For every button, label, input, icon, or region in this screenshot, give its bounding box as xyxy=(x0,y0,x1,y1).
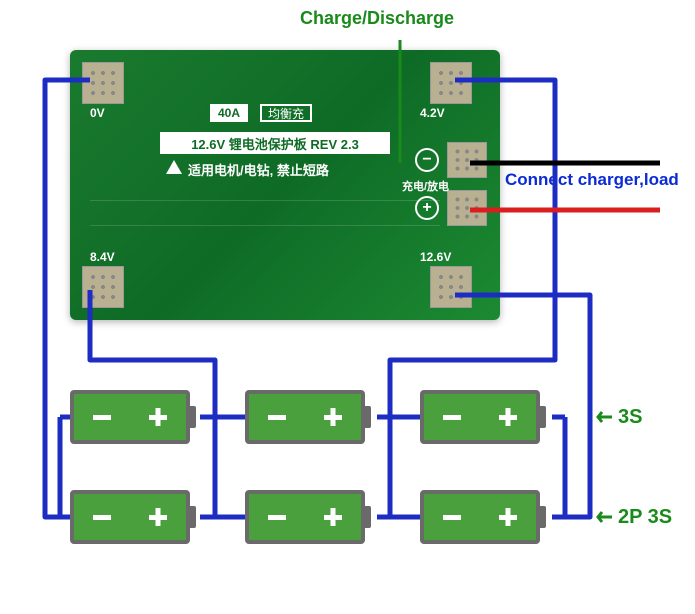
pcb-trace xyxy=(90,200,440,201)
label-3s: 3S xyxy=(618,406,642,429)
pcb-trace xyxy=(90,225,440,226)
battery-cell xyxy=(420,490,540,544)
pad-p-minus xyxy=(447,142,487,178)
label-charge-discharge: Charge/Discharge xyxy=(300,8,454,29)
battery-cell xyxy=(245,390,365,444)
battery-cell xyxy=(245,490,365,544)
warning-icon xyxy=(166,160,182,174)
pad-12-6v xyxy=(430,266,472,308)
pcb-label-4-2v: 4.2V xyxy=(420,106,445,120)
wiring-diagram: Charge/Discharge 0V 4.2V 8.4V 12.6V 40A … xyxy=(0,0,695,614)
pcb-cd-label: 充电/放电 xyxy=(402,178,449,194)
pcb-box-40a: 40A xyxy=(210,104,248,122)
battery-cell xyxy=(420,390,540,444)
battery-cell xyxy=(70,390,190,444)
arrow-2p3s xyxy=(598,512,612,522)
minus-icon: − xyxy=(415,148,439,172)
label-2p3s: 2P 3S xyxy=(618,506,672,529)
pad-0v xyxy=(82,62,124,104)
pcb-label-12-6v: 12.6V xyxy=(420,250,451,264)
pcb-label-8-4v: 8.4V xyxy=(90,250,115,264)
arrow-3s xyxy=(598,412,612,422)
pcb-label-0v: 0V xyxy=(90,106,105,120)
pad-4-2v xyxy=(430,62,472,104)
pad-p-plus xyxy=(447,190,487,226)
pcb-title: 12.6V 锂电池保护板 REV 2.3 xyxy=(160,132,390,154)
label-connect-charger-load: Connect charger,load xyxy=(505,170,679,190)
wire-par-neg xyxy=(60,417,70,517)
pcb-box-balance: 均衡充 xyxy=(260,104,312,122)
pad-8-4v xyxy=(82,266,124,308)
bms-pcb: 0V 4.2V 8.4V 12.6V 40A 均衡充 12.6V 锂电池保护板 … xyxy=(70,50,500,320)
battery-cell xyxy=(70,490,190,544)
wire-par-pos xyxy=(552,417,565,517)
pcb-warning-text: 适用电机/电钻, 禁止短路 xyxy=(188,160,329,179)
